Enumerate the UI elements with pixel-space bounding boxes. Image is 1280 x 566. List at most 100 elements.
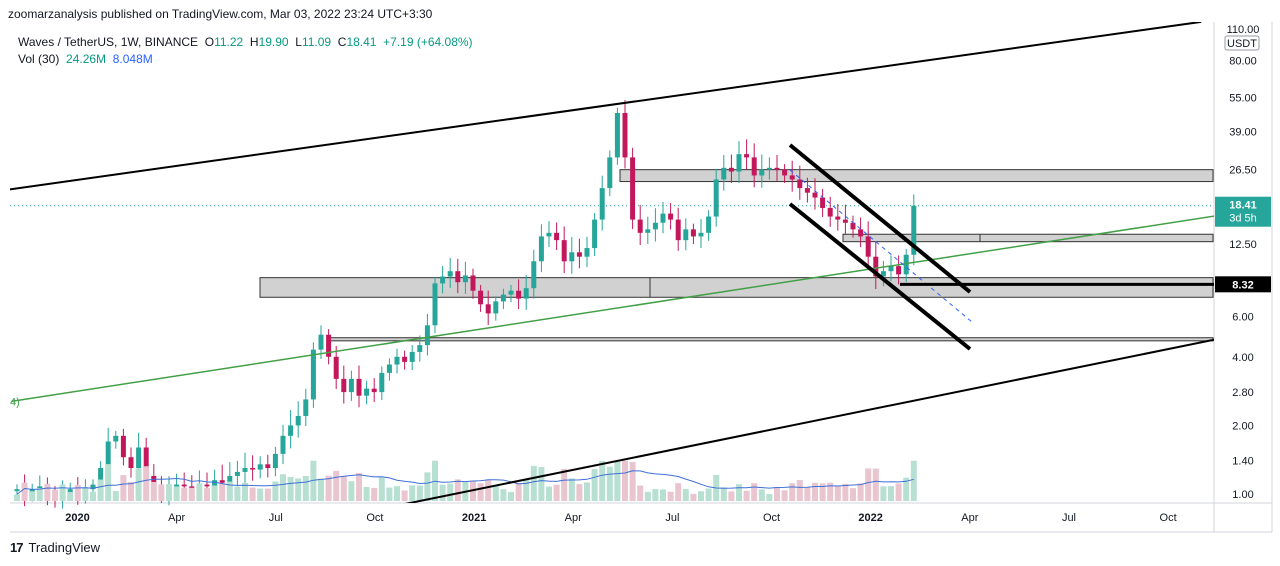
candle-body[interactable] [128, 457, 134, 469]
channel-lower-line[interactable] [375, 329, 1267, 510]
candle-body[interactable] [698, 232, 704, 237]
candle-body[interactable] [318, 334, 324, 350]
zone-26.5[interactable] [619, 169, 1214, 183]
candle-body[interactable] [394, 356, 400, 365]
candle-body[interactable] [804, 188, 810, 193]
volume-label[interactable]: Vol (30) [18, 52, 60, 66]
candle-body[interactable] [500, 294, 506, 302]
candle-body[interactable] [721, 167, 727, 180]
candle-body[interactable] [569, 252, 575, 262]
candle-body[interactable] [37, 486, 43, 490]
candle-body[interactable] [858, 229, 864, 237]
candle-body[interactable] [424, 325, 430, 346]
candle-body[interactable] [690, 229, 696, 237]
candle-body[interactable] [417, 345, 423, 352]
candle-body[interactable] [227, 475, 233, 483]
candle-body[interactable] [265, 464, 271, 469]
candle-body[interactable] [478, 290, 484, 305]
candle-body[interactable] [462, 275, 468, 283]
candle-body[interactable] [212, 480, 218, 487]
candle-body[interactable] [348, 378, 354, 393]
candle-body[interactable] [181, 484, 187, 487]
candle-body[interactable] [713, 179, 719, 217]
candle-body[interactable] [554, 232, 560, 241]
candle-body[interactable] [310, 349, 316, 400]
candle-body[interactable] [485, 304, 491, 314]
candle-body[interactable] [820, 197, 826, 208]
candle-body[interactable] [364, 388, 370, 396]
candle-body[interactable] [470, 275, 476, 291]
candle-body[interactable] [105, 441, 111, 469]
candle-body[interactable] [516, 290, 522, 299]
channel-upper-line[interactable] [0, 22, 1202, 268]
candle-body[interactable] [295, 415, 301, 426]
candle-body[interactable] [637, 219, 643, 233]
candle-body[interactable] [371, 388, 377, 393]
candle-body[interactable] [67, 489, 73, 493]
candle-body[interactable] [508, 290, 514, 295]
candle-body[interactable] [341, 378, 347, 393]
candle-body[interactable] [272, 453, 278, 469]
candle-body[interactable] [744, 154, 750, 158]
candle-body[interactable] [599, 188, 605, 220]
candle-body[interactable] [90, 484, 96, 490]
candle-body[interactable] [630, 157, 636, 220]
currency-box[interactable] [1224, 35, 1260, 51]
zone-8[interactable] [259, 277, 1214, 298]
candle-body[interactable] [561, 240, 567, 262]
candle-body[interactable] [880, 271, 886, 277]
candle-body[interactable] [660, 213, 666, 223]
candle-body[interactable] [812, 192, 818, 198]
candle-body[interactable] [622, 112, 628, 158]
candle-body[interactable] [797, 179, 803, 189]
candle-body[interactable] [706, 216, 712, 233]
candle-body[interactable] [850, 222, 856, 230]
brand-name[interactable]: TradingView [28, 540, 101, 555]
candle-body[interactable] [911, 205, 917, 255]
falling-channel-bottom[interactable] [788, 202, 972, 351]
candle-body[interactable] [766, 167, 772, 170]
candle-body[interactable] [903, 254, 909, 275]
candle-body[interactable] [98, 468, 104, 485]
candle-body[interactable] [576, 252, 582, 257]
candle-body[interactable] [204, 484, 210, 487]
candle-body[interactable] [888, 266, 894, 272]
candle-body[interactable] [531, 261, 537, 289]
candle-body[interactable] [759, 169, 765, 176]
candle-body[interactable] [432, 283, 438, 326]
candle-body[interactable] [842, 219, 848, 223]
candle-body[interactable] [14, 489, 20, 492]
candle-body[interactable] [728, 167, 734, 172]
candle-body[interactable] [592, 219, 598, 249]
candle-body[interactable] [402, 356, 408, 362]
candle-body[interactable] [234, 471, 240, 476]
candle-body[interactable] [865, 236, 871, 257]
candle-body[interactable] [143, 447, 149, 476]
zone-13[interactable] [842, 233, 1214, 243]
symbol-label[interactable]: Waves / TetherUS, 1W, BINANCE [18, 35, 199, 49]
candle-body[interactable] [326, 334, 332, 357]
candle-body[interactable] [189, 486, 195, 490]
candle-body[interactable] [455, 271, 461, 283]
candle-body[interactable] [136, 447, 142, 469]
candle-body[interactable] [523, 288, 529, 299]
candle-body[interactable] [409, 351, 415, 362]
candle-body[interactable] [356, 378, 362, 396]
candle-body[interactable] [645, 229, 651, 233]
candle-body[interactable] [219, 480, 225, 483]
candle-body[interactable] [333, 356, 339, 379]
candle-body[interactable] [614, 112, 620, 158]
candle-body[interactable] [379, 372, 385, 393]
candle-body[interactable] [736, 154, 742, 172]
green-trend-line[interactable] [11, 208, 1267, 403]
candle-body[interactable] [683, 229, 689, 241]
candle-body[interactable] [652, 222, 658, 230]
candle-body[interactable] [493, 301, 499, 314]
zone-5[interactable] [329, 337, 1214, 342]
candle-body[interactable] [151, 475, 157, 485]
candle-body[interactable] [789, 175, 795, 180]
candle-body[interactable] [675, 219, 681, 241]
candle-body[interactable] [751, 157, 757, 176]
candle-body[interactable] [668, 213, 674, 220]
